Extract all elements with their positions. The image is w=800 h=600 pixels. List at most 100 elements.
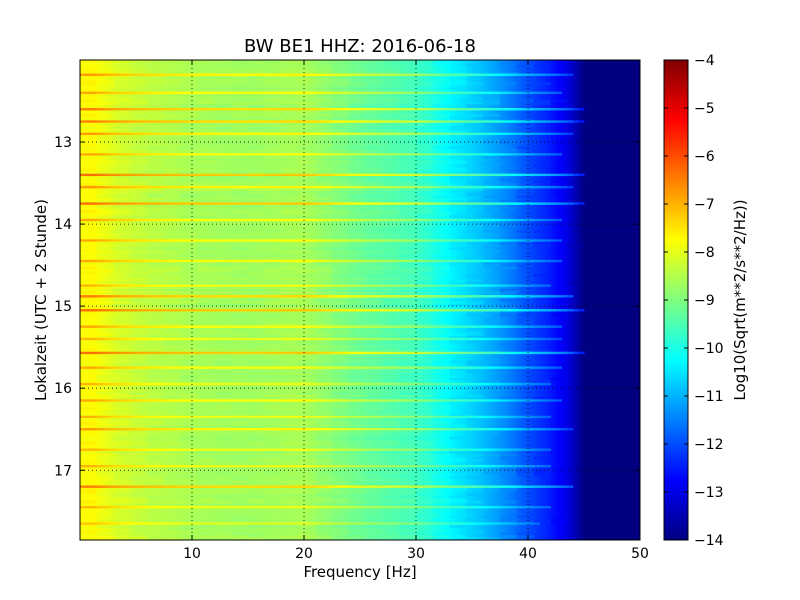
spectral-band-segment [96,218,103,222]
heatmap-texture-cell [248,360,265,364]
heatmap-texture-cell [399,532,416,536]
spectral-band-segment [242,284,249,287]
spectral-band-segment [337,173,344,177]
heatmap-texture-cell [432,301,450,305]
spectral-band-segment [477,351,484,355]
spectral-band-segment [248,218,255,222]
heatmap-texture-cell [365,212,383,216]
spectral-band-segment [578,309,585,312]
heatmap-texture-cell [332,254,349,258]
spectral-band-segment [281,485,288,488]
spectral-band-segment [376,185,383,189]
spectral-band-segment [197,382,204,386]
heatmap-texture-cell [332,456,349,460]
spectral-band-segment [332,337,339,341]
spectral-band-segment [544,120,551,123]
heatmap-texture-cell [96,281,114,285]
heatmap-texture-cell [500,488,517,492]
heatmap-texture-cell [315,456,332,460]
spectral-band-segment [449,120,456,123]
heatmap-texture-cell [281,480,299,484]
spectral-band-segment [292,108,299,111]
heatmap-texture-cell [298,281,316,285]
spectral-band-segment [460,399,467,402]
spectral-band-segment [147,239,154,242]
spectral-band-segment [343,153,350,156]
spectral-band-segment [197,259,204,263]
spectral-band-segment [220,132,227,136]
spectral-band-segment [376,259,383,263]
spectral-band-segment [337,464,344,468]
spectral-band-segment [102,284,109,287]
spectral-band-segment [421,120,428,123]
spectral-band-segment [561,73,568,76]
heatmap-texture-cell [449,340,467,344]
spectral-band-segment [460,295,467,298]
spectral-band-segment [354,239,361,242]
heatmap-texture-cell [432,195,450,199]
spectral-band-segment [477,120,484,123]
spectral-band-segment [130,120,137,123]
heatmap-texture-cell [147,453,164,457]
heatmap-texture-cell [332,520,349,524]
spectral-band-segment [292,428,299,431]
heatmap-texture-cell [449,126,467,130]
heatmap-texture-cell [332,126,349,130]
heatmap-texture-cell [130,298,148,302]
spectral-band-segment [556,91,563,95]
spectral-band-segment [320,309,327,312]
heatmap-texture-cell [248,138,265,142]
spectral-band-segment [516,259,523,263]
spectral-band-segment [124,366,131,369]
heatmap-texture-cell [298,306,316,310]
heatmap-texture-cell [80,340,97,344]
spectral-band-segment [533,173,540,177]
spectral-band-segment [326,284,333,287]
heatmap-texture-cell [248,343,265,346]
spectral-band-segment [91,91,98,95]
spectral-band-segment [432,91,439,95]
heatmap-texture-cell [281,535,299,538]
heatmap-texture-cell [147,384,164,388]
spectral-band-segment [119,259,126,263]
spectral-band-segment [253,153,260,156]
heatmap-texture-cell [231,532,248,536]
heatmap-texture-cell [382,451,400,455]
spectral-band-segment [522,173,529,177]
heatmap-texture-cell [130,537,148,540]
spectral-band-segment [472,448,479,451]
spectral-band-segment [494,295,501,298]
heatmap-texture-cell [365,200,383,204]
colorbar-axis: −4−5−6−7−8−9−10−11−12−13−14 [664,53,724,549]
spectral-band-segment [180,337,187,341]
heatmap-texture-cell [281,333,299,337]
spectral-band-segment [522,284,529,287]
heatmap-texture-cell [416,170,433,174]
spectral-band-segment [113,325,120,328]
spectral-band-segment [477,309,484,312]
heatmap-texture-cell [365,229,383,233]
spectral-band-segment [343,325,350,328]
spectral-band-segment [225,337,232,341]
heatmap-column [430,60,434,540]
spectral-band-segment [528,73,535,76]
heatmap-texture-cell [399,104,416,108]
heatmap-column [432,60,437,540]
spectral-band-segment [91,73,98,76]
heatmap-column [522,60,526,540]
spectral-band-segment [337,218,344,222]
heatmap-texture-cell [365,274,383,278]
spectral-band-segment [203,132,210,136]
heatmap-texture-cell [281,316,299,319]
spectral-band-segment [298,153,305,156]
heatmap-texture-cell [332,500,349,504]
spectral-band-segment [528,153,535,156]
spectral-band-segment [354,337,361,341]
spectral-band-segment [208,382,215,386]
spectral-band-segment [320,464,327,468]
spectral-band-segment [326,239,333,242]
spectral-band-segment [225,399,232,402]
spectral-band-segment [365,505,372,509]
heatmap-texture-cell [533,274,551,278]
heatmap-texture-cell [365,175,383,179]
